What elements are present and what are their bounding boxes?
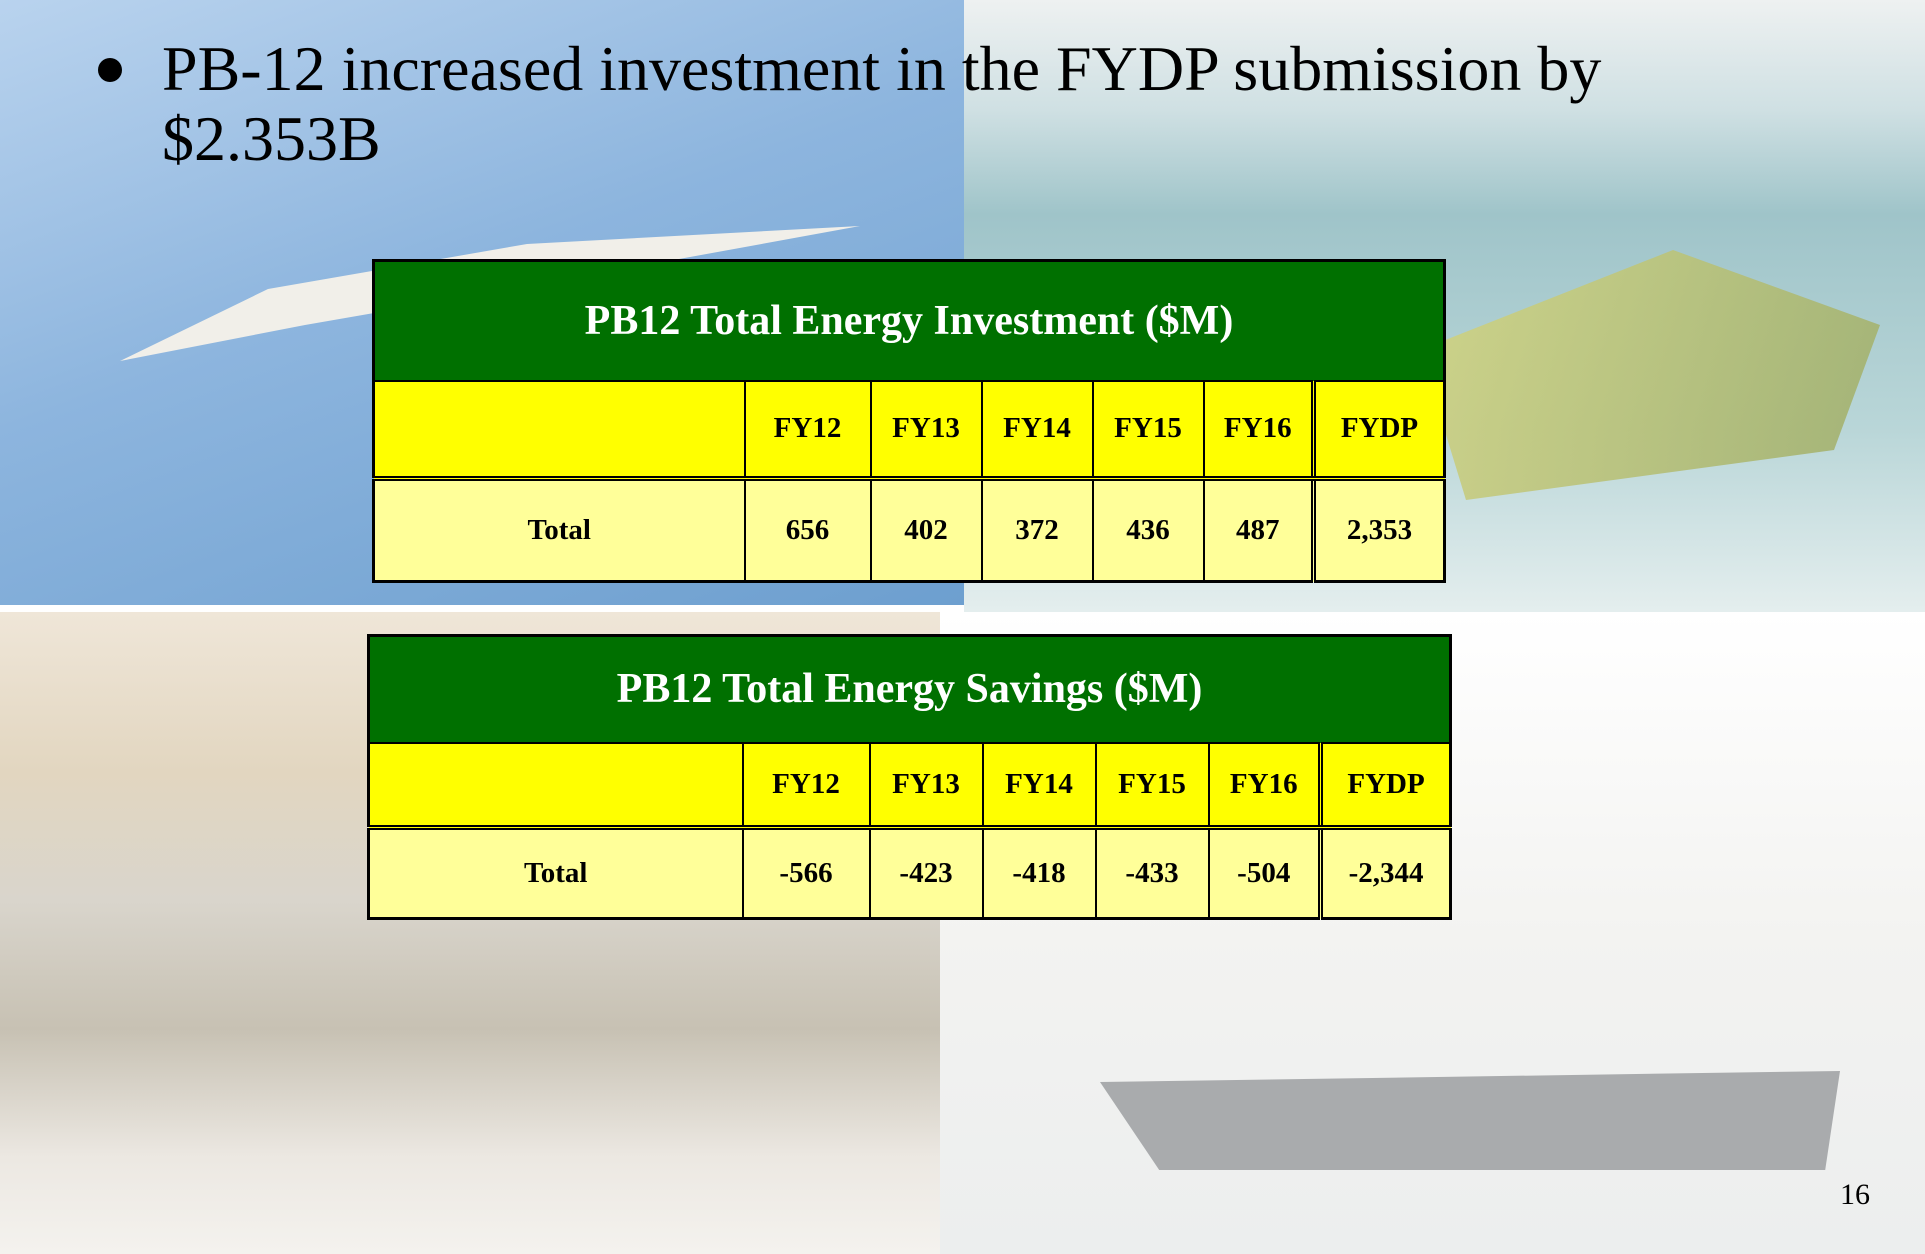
data-cell: 402 — [871, 479, 982, 582]
row-label: Total — [374, 479, 745, 582]
header-corner — [374, 381, 745, 479]
header-cell: FY14 — [982, 381, 1093, 479]
bullet-text: PB-12 increased investment in the FYDP s… — [162, 34, 1762, 174]
data-cell: 372 — [982, 479, 1093, 582]
header-cell: FYDP — [1314, 381, 1445, 479]
header-cell: FY13 — [870, 743, 983, 828]
data-row: Total-566-423-418-433-504-2,344 — [369, 828, 1451, 919]
data-cell: -423 — [870, 828, 983, 919]
data-cell: 436 — [1093, 479, 1204, 582]
header-cell: FY14 — [983, 743, 1096, 828]
table-title: PB12 Total Energy Investment ($M) — [374, 261, 1445, 381]
page-number: 16 — [1840, 1178, 1870, 1212]
header-cell: FY15 — [1096, 743, 1209, 828]
header-cell: FY16 — [1204, 381, 1314, 479]
data-cell: 656 — [745, 479, 871, 582]
header-cell: FY15 — [1093, 381, 1204, 479]
data-cell: 2,353 — [1314, 479, 1445, 582]
data-cell: -418 — [983, 828, 1096, 919]
header-cell: FY12 — [745, 381, 871, 479]
header-corner — [369, 743, 743, 828]
title-row: PB12 Total Energy Savings ($M) — [369, 636, 1451, 743]
header-cell: FY16 — [1209, 743, 1321, 828]
header-cell: FYDP — [1321, 743, 1451, 828]
row-label: Total — [369, 828, 743, 919]
header-cell: FY13 — [871, 381, 982, 479]
data-cell: -504 — [1209, 828, 1321, 919]
data-cell: -433 — [1096, 828, 1209, 919]
data-cell: -566 — [743, 828, 870, 919]
title-row: PB12 Total Energy Investment ($M) — [374, 261, 1445, 381]
data-cell: 487 — [1204, 479, 1314, 582]
header-cell: FY12 — [743, 743, 870, 828]
slide: PB-12 increased investment in the FYDP s… — [0, 0, 1925, 1254]
data-cell: -2,344 — [1321, 828, 1451, 919]
table-title: PB12 Total Energy Savings ($M) — [369, 636, 1451, 743]
bullet-dot — [98, 58, 122, 82]
